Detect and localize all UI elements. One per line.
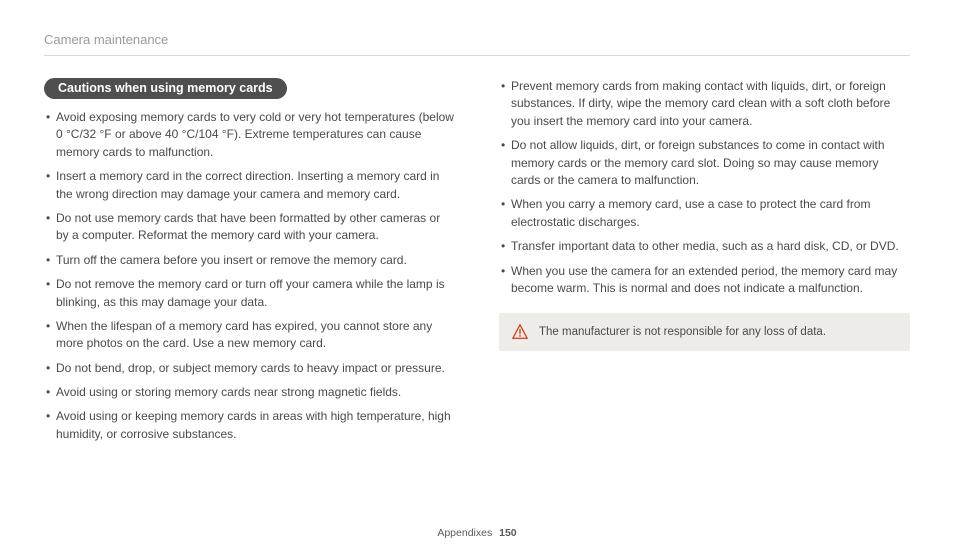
list-item: Insert a memory card in the correct dire…: [44, 168, 455, 203]
section-heading-pill: Cautions when using memory cards: [44, 78, 287, 99]
list-item: Transfer important data to other media, …: [499, 238, 910, 255]
list-item: Do not remove the memory card or turn of…: [44, 276, 455, 311]
list-item: Avoid using or keeping memory cards in a…: [44, 408, 455, 443]
footer-page-number: 150: [499, 527, 517, 539]
right-column: Prevent memory cards from making contact…: [499, 78, 910, 450]
list-item: Prevent memory cards from making contact…: [499, 78, 910, 130]
warning-icon: [511, 323, 529, 341]
list-item: Avoid exposing memory cards to very cold…: [44, 109, 455, 161]
warning-note-box: The manufacturer is not responsible for …: [499, 313, 910, 351]
list-item: Do not allow liquids, dirt, or foreign s…: [499, 137, 910, 189]
left-bullet-list: Avoid exposing memory cards to very cold…: [44, 109, 455, 443]
warning-note-text: The manufacturer is not responsible for …: [539, 326, 826, 338]
footer-section-label: Appendixes: [437, 527, 492, 539]
list-item: Do not use memory cards that have been f…: [44, 210, 455, 245]
list-item: Do not bend, drop, or subject memory car…: [44, 360, 455, 377]
content-columns: Cautions when using memory cards Avoid e…: [44, 78, 910, 450]
list-item: Turn off the camera before you insert or…: [44, 252, 455, 269]
list-item: When you use the camera for an extended …: [499, 263, 910, 298]
list-item: Avoid using or storing memory cards near…: [44, 384, 455, 401]
list-item: When you carry a memory card, use a case…: [499, 196, 910, 231]
list-item: When the lifespan of a memory card has e…: [44, 318, 455, 353]
page-footer: Appendixes 150: [0, 527, 954, 539]
header-rule: [44, 55, 910, 56]
right-bullet-list: Prevent memory cards from making contact…: [499, 78, 910, 297]
page-header-title: Camera maintenance: [44, 32, 910, 47]
left-column: Cautions when using memory cards Avoid e…: [44, 78, 455, 450]
page-container: Camera maintenance Cautions when using m…: [0, 0, 954, 450]
